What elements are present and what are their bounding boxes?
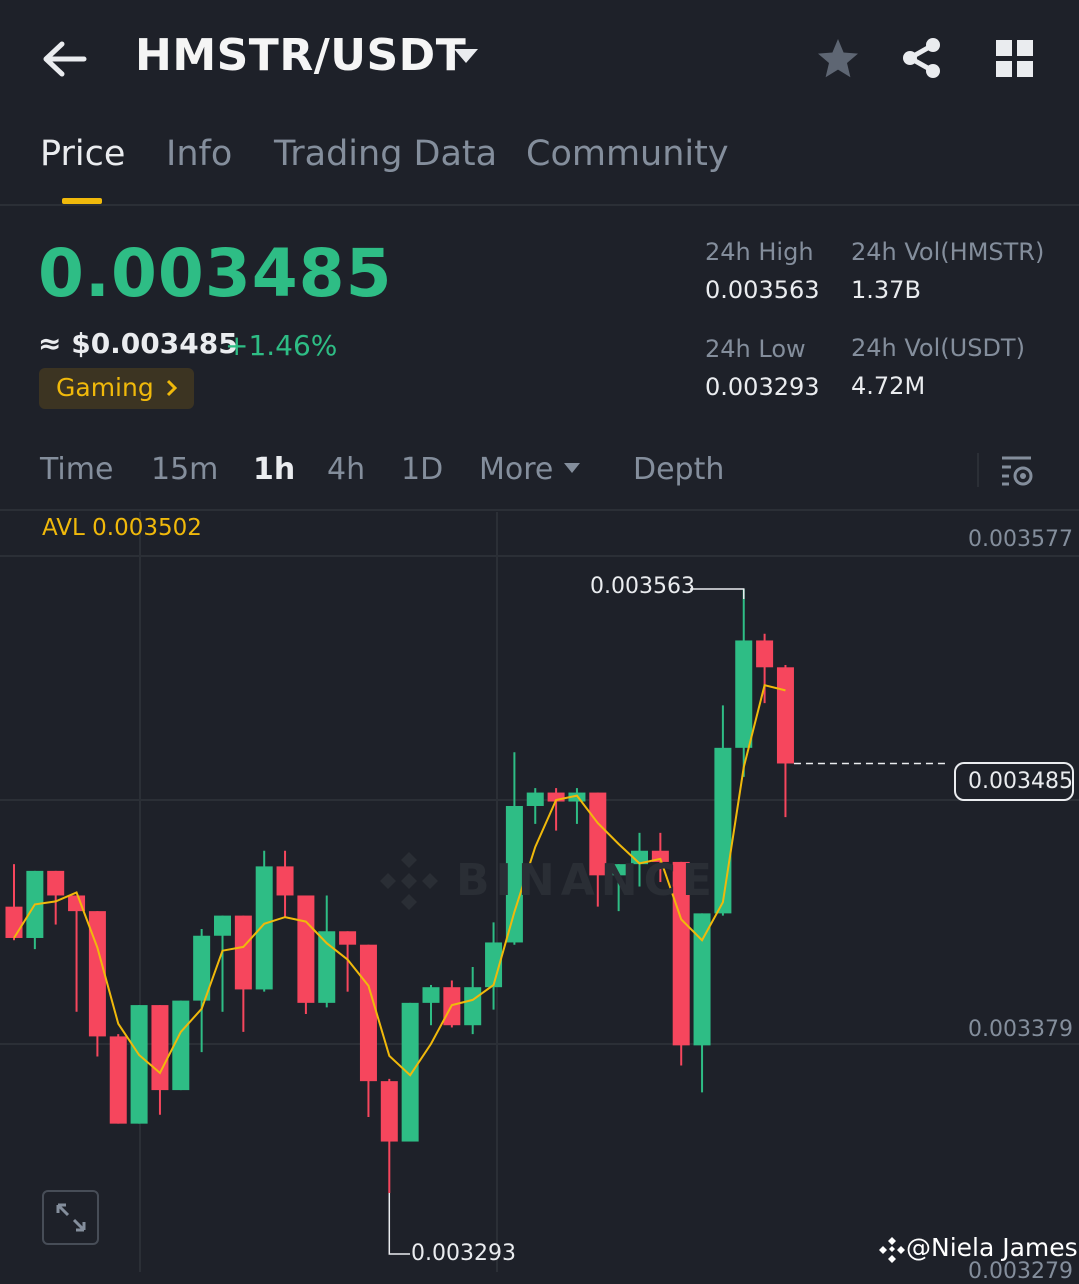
stat-24h-vol-base-label: 24h Vol(HMSTR) xyxy=(851,238,1045,266)
candle-body xyxy=(359,944,377,1082)
more-caret-icon[interactable] xyxy=(563,462,581,474)
current-price-box xyxy=(954,762,1074,801)
binance-watermark-logo xyxy=(376,848,442,914)
category-tag[interactable] xyxy=(39,368,194,409)
pair-title[interactable]: HMSTR/USDT xyxy=(135,30,467,81)
price-markers xyxy=(388,588,945,1255)
stat-24h-vol-base-value: 1.37B xyxy=(851,276,921,304)
stat-24h-high-label: 24h High xyxy=(705,238,814,266)
active-tab-indicator xyxy=(62,198,102,204)
chevron-right-icon xyxy=(166,379,178,397)
high-marker-label: 0.003563 xyxy=(590,574,695,599)
candle-body xyxy=(193,935,211,1001)
stat-24h-low-label: 24h Low xyxy=(705,335,806,363)
low-marker-label: 0.003293 xyxy=(411,1241,516,1266)
candle-body xyxy=(297,895,315,1003)
interval-more[interactable]: More xyxy=(479,452,554,487)
candle-body xyxy=(464,987,482,1026)
star-icon[interactable] xyxy=(815,36,861,82)
candle-body xyxy=(589,792,607,876)
candle-body xyxy=(735,640,753,748)
candle-body xyxy=(505,805,523,943)
candle-body xyxy=(526,792,544,806)
candle-body xyxy=(130,1005,148,1124)
candle-body xyxy=(422,987,440,1003)
ma-line xyxy=(13,683,786,1077)
interval-1h[interactable]: 1h xyxy=(253,452,296,487)
depth-tab[interactable]: Depth xyxy=(633,452,725,487)
candles xyxy=(5,589,794,1193)
usd-price: ≈ $0.003485 xyxy=(38,327,238,360)
candle-body xyxy=(151,1005,169,1091)
binance-watermark: BINANCE xyxy=(456,855,718,906)
interval-15m[interactable]: 15m xyxy=(151,452,219,487)
tab-trading-data[interactable]: Trading Data xyxy=(274,134,498,174)
tab-price[interactable]: Price xyxy=(40,134,126,174)
candle-body xyxy=(401,1002,419,1142)
candle-body xyxy=(172,1000,190,1091)
stat-24h-low-value: 0.003293 xyxy=(705,373,820,401)
candle-body xyxy=(5,906,23,938)
candle-body xyxy=(318,931,336,1003)
interval-1d[interactable]: 1D xyxy=(401,452,444,487)
chart-top-divider xyxy=(0,509,1079,511)
candle-body xyxy=(214,915,231,936)
candle-body xyxy=(68,895,86,912)
author-credit: @Niela James xyxy=(906,1233,1078,1262)
candle-body xyxy=(88,911,106,1037)
share-icon[interactable] xyxy=(900,36,944,80)
stat-24h-vol-quote-label: 24h Vol(USDT) xyxy=(851,334,1025,362)
candle-body xyxy=(255,866,273,990)
low-marker-line xyxy=(388,1193,410,1255)
candle-body xyxy=(276,866,294,896)
candle-body xyxy=(547,792,565,802)
stat-24h-vol-quote-value: 4.72M xyxy=(851,372,926,400)
candle-body xyxy=(756,640,774,668)
tab-community[interactable]: Community xyxy=(526,134,729,174)
stat-24h-high-value: 0.003563 xyxy=(705,276,820,304)
candle-body xyxy=(109,1036,127,1124)
expand-icon xyxy=(56,1203,86,1232)
candle-body xyxy=(485,942,503,988)
candle-body xyxy=(339,931,357,945)
y-axis-mid-label: 0.003379 xyxy=(968,1017,1073,1042)
chart-settings-icon[interactable] xyxy=(999,452,1035,488)
tabs-divider xyxy=(0,204,1079,206)
avl-label: AVL 0.003502 xyxy=(42,515,202,541)
candlestick-chart[interactable] xyxy=(0,512,1079,1272)
candle-body xyxy=(234,915,252,990)
price-change-percent: +1.46% xyxy=(225,329,338,362)
candle-body xyxy=(610,864,628,876)
last-price: 0.003485 xyxy=(38,235,393,312)
candle-body xyxy=(651,850,669,862)
back-arrow-icon[interactable] xyxy=(40,36,90,82)
tab-info[interactable]: Info xyxy=(166,134,233,174)
current-price-label: 0.003485 xyxy=(968,769,1073,794)
interval-time[interactable]: Time xyxy=(40,452,114,487)
category-tag-label: Gaming xyxy=(56,373,154,402)
candle-body xyxy=(380,1081,398,1142)
caret-down-icon[interactable] xyxy=(453,47,479,65)
candle-body xyxy=(776,667,794,764)
candle-body xyxy=(47,870,65,896)
fullscreen-button[interactable] xyxy=(42,1190,99,1245)
high-marker-line xyxy=(690,588,745,599)
y-axis-top-label: 0.003577 xyxy=(968,527,1073,552)
interval-separator xyxy=(977,453,979,487)
interval-4h[interactable]: 4h xyxy=(327,452,366,487)
candle-body xyxy=(693,913,711,1046)
binance-logo-icon xyxy=(879,1237,905,1263)
grid-icon[interactable] xyxy=(994,38,1036,80)
